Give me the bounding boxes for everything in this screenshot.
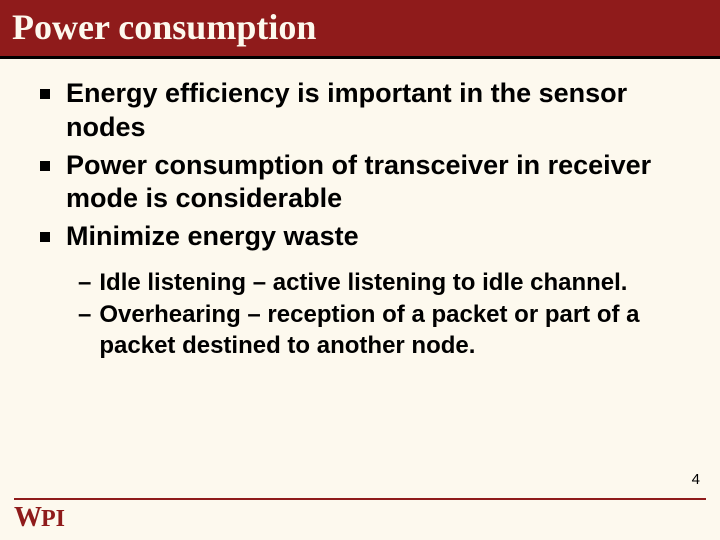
bullet-text: Power consumption of transceiver in rece… [66, 149, 690, 217]
title-bar: Power consumption [0, 0, 720, 59]
slide-content: Energy efficiency is important in the se… [0, 59, 720, 362]
sub-bullet-text: Idle listening – active listening to idl… [99, 268, 627, 299]
sub-bullet-item: – Overhearing – reception of a packet or… [78, 300, 690, 361]
bullet-item: Power consumption of transceiver in rece… [30, 149, 690, 217]
sub-bullet-item: – Idle listening – active listening to i… [78, 268, 690, 299]
dash-bullet-icon: – [78, 300, 91, 330]
wpi-logo: WPI [14, 502, 65, 534]
square-bullet-icon [40, 89, 50, 99]
dash-bullet-icon: – [78, 268, 91, 298]
sub-bullet-list: – Idle listening – active listening to i… [78, 268, 690, 362]
sub-bullet-text: Overhearing – reception of a packet or p… [99, 300, 690, 361]
logo-letter-w: W [14, 502, 41, 534]
logo-letters-pi: PI [41, 506, 65, 533]
square-bullet-icon [40, 161, 50, 171]
bullet-item: Minimize energy waste [30, 220, 690, 254]
bullet-list: Energy efficiency is important in the se… [30, 77, 690, 254]
bullet-text: Minimize energy waste [66, 220, 359, 254]
square-bullet-icon [40, 232, 50, 242]
footer-rule [14, 498, 706, 500]
slide-title: Power consumption [12, 6, 708, 48]
bullet-item: Energy efficiency is important in the se… [30, 77, 690, 145]
bullet-text: Energy efficiency is important in the se… [66, 77, 690, 145]
page-number: 4 [692, 471, 700, 488]
